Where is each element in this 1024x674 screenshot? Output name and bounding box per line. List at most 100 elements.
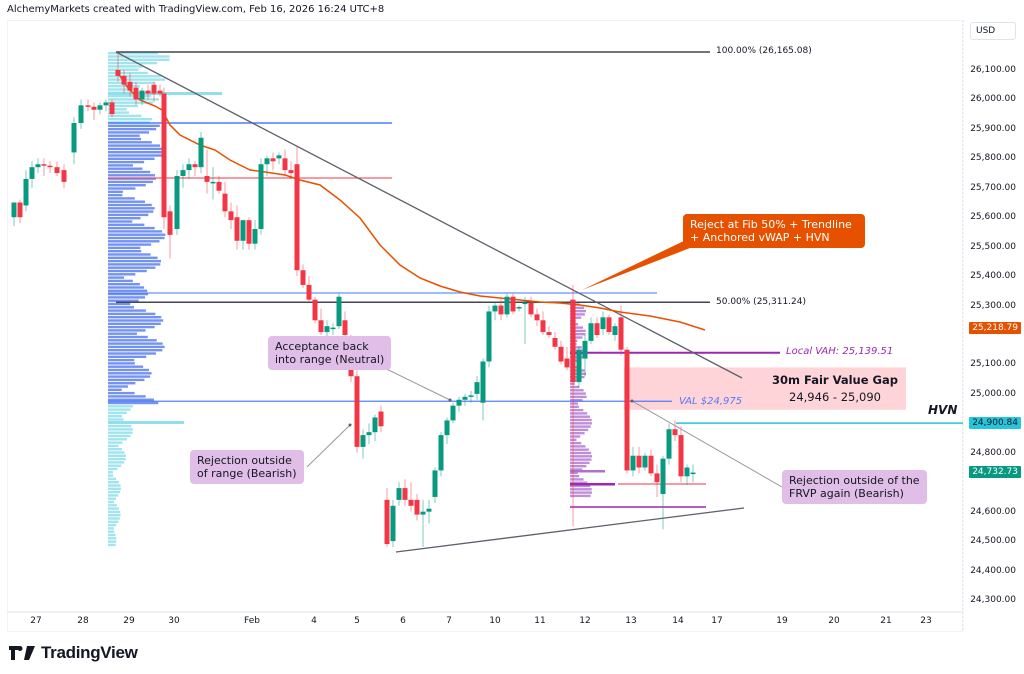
volume-profile-bar	[108, 283, 140, 286]
local-volume-profile-bar	[570, 468, 583, 471]
bearish-candle	[288, 170, 294, 174]
bullish-candle	[456, 399, 462, 406]
local-volume-profile-bar	[570, 494, 591, 498]
bearish-candle	[606, 317, 612, 333]
price-tick: 25,100.00	[970, 359, 1016, 370]
local-volume-profile-bar	[570, 488, 592, 491]
volume-profile-bar	[108, 157, 155, 160]
time-tick: Feb	[244, 616, 260, 626]
time-tick: 21	[880, 616, 892, 626]
volume-profile-bar	[108, 332, 137, 335]
bullish-candle	[97, 105, 103, 110]
volume-profile-bar	[108, 540, 117, 543]
rejection-range-callout: Rejection outside of range (Bearish)	[190, 450, 304, 484]
bearish-candle	[167, 211, 173, 235]
volume-profile-bar	[108, 246, 141, 250]
volume-profile-bar	[108, 193, 123, 197]
local-volume-profile-bar	[570, 408, 584, 412]
currency-button[interactable]: USD	[970, 22, 1016, 40]
local-volume-profile-bar	[570, 471, 578, 474]
bearish-candle	[133, 87, 139, 100]
volume-profile-bar	[108, 118, 152, 121]
bearish-candle	[618, 317, 624, 350]
price-tick: 25,800.00	[970, 153, 1016, 164]
volume-profile-bar	[108, 207, 155, 210]
hvn-price-tag: 24,900.84	[969, 417, 1021, 429]
hvn-label: HVN	[928, 403, 958, 417]
price-tick: 26,000.00	[970, 94, 1016, 105]
bullish-candle	[492, 305, 498, 312]
volume-profile-bar	[108, 203, 152, 207]
volume-profile-bar	[108, 523, 117, 527]
local-volume-profile-bar	[570, 451, 592, 455]
local-volume-profile-bar	[570, 481, 588, 484]
ascending-trendline	[395, 507, 745, 553]
volume-profile-bar	[108, 411, 127, 415]
acceptance-callout: Acceptance back into range (Neutral)	[268, 336, 392, 370]
chart-attribution: AlchemyMarkets created with TradingView.…	[7, 4, 385, 15]
volume-profile-bar	[108, 131, 150, 134]
bearish-candle	[306, 284, 312, 300]
price-tick: 25,400.00	[970, 271, 1016, 282]
volume-profile-bar	[108, 319, 164, 322]
local-volume-profile-bar	[570, 326, 584, 329]
rejection-frvp-pointer	[631, 400, 783, 488]
volume-profile-bar	[108, 481, 119, 484]
tradingview-logo[interactable]: TradingView	[9, 643, 138, 663]
volume-profile-bar	[108, 127, 157, 131]
bullish-candle	[330, 327, 336, 330]
bullish-candle	[258, 164, 264, 229]
local-volume-profile-bar	[570, 445, 586, 448]
volume-profile-bar	[108, 210, 154, 213]
volume-profile-bar	[108, 474, 114, 477]
price-tick: 24,800.00	[970, 447, 1016, 458]
local-volume-profile-bar	[570, 399, 583, 402]
volume-profile-bar	[108, 322, 161, 325]
time-tick: 10	[489, 616, 501, 626]
volume-profile-bar	[108, 217, 141, 220]
volume-profile-bar	[108, 405, 133, 408]
volume-profile-bar	[108, 514, 121, 517]
price-tick: 25,900.00	[970, 123, 1016, 134]
local-volume-profile-bar	[570, 465, 587, 468]
time-tick: 6	[400, 616, 406, 626]
bearish-candle	[246, 220, 252, 244]
bullish-candle	[522, 302, 528, 305]
volume-profile-bar	[108, 339, 157, 342]
volume-profile-bar	[108, 187, 136, 190]
local-volume-profile-bar	[570, 415, 591, 418]
bullish-candle	[612, 326, 618, 335]
volume-profile-bar	[108, 190, 123, 193]
volume-profile-bar	[108, 517, 120, 520]
volume-profile-bar	[108, 388, 122, 391]
vp-spike-bar	[108, 92, 222, 95]
fvg-label: 30m Fair Value Gap 24,946 - 25,090	[760, 372, 910, 406]
bearish-candle	[312, 299, 318, 321]
last-price-tag: 24,732.73	[969, 466, 1021, 478]
price-tick: 25,600.00	[970, 212, 1016, 223]
volume-profile-bar	[108, 500, 115, 504]
volume-profile-bar	[108, 98, 159, 101]
time-tick: 19	[776, 616, 788, 626]
bearish-candle	[127, 81, 133, 91]
volume-profile-bar	[108, 434, 131, 438]
volume-profile-bar	[108, 250, 142, 253]
time-tick: 14	[672, 616, 684, 626]
bullish-candle	[240, 220, 246, 241]
bullish-candle	[174, 175, 180, 229]
bullish-candle	[450, 405, 456, 421]
local-volume-profile-bar	[570, 422, 592, 425]
volume-profile-bar	[108, 269, 147, 273]
bearish-candle	[636, 455, 642, 468]
bearish-candle	[109, 102, 115, 115]
bullish-candle	[444, 420, 450, 436]
time-tick: 13	[625, 616, 637, 626]
rejection-frvp-line-1: Rejection outside of the	[789, 474, 920, 487]
val-label: VAL $24,975	[679, 396, 743, 407]
volume-profile-bar	[108, 477, 117, 481]
bearish-candle	[228, 211, 234, 221]
bullish-candle	[324, 326, 330, 333]
bullish-candle	[630, 455, 636, 471]
volume-profile-bar	[108, 487, 121, 490]
